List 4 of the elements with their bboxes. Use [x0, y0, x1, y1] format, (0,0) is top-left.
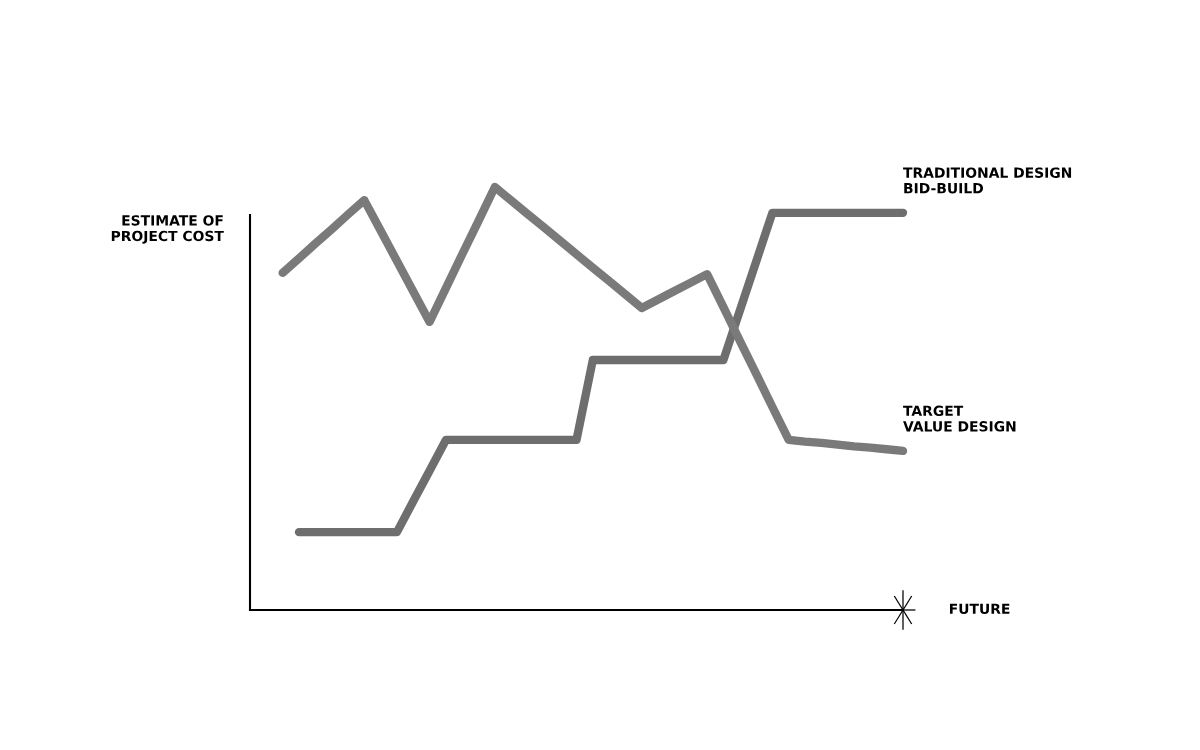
y-axis-title: ESTIMATE OF PROJECT COST	[111, 215, 224, 244]
series-label: TRADITIONAL DESIGN BID-BUILD	[903, 167, 1072, 194]
series-label: TARGET VALUE DESIGN	[903, 405, 1016, 432]
x-axis-title: FUTURE	[949, 603, 1010, 615]
